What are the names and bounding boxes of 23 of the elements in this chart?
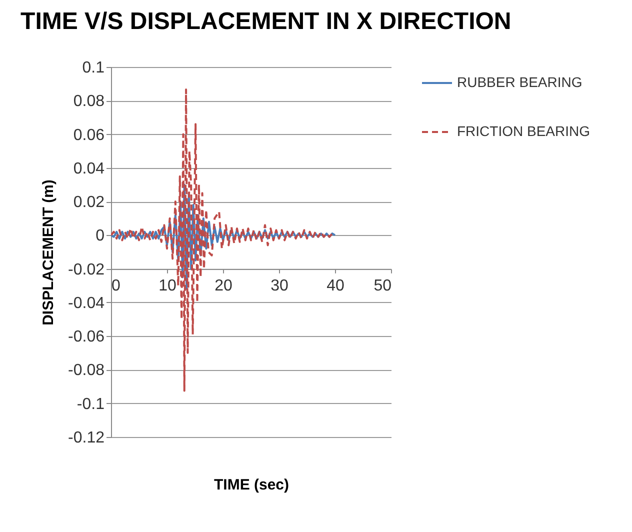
x-axis-title: TIME (sec) bbox=[214, 476, 290, 494]
legend-label: RUBBER BEARING bbox=[457, 74, 582, 90]
x-tick-label: 30 bbox=[270, 277, 288, 294]
y-axis-title: DISPLACEMENT (m) bbox=[40, 180, 58, 326]
y-tick-label: -0.12 bbox=[68, 430, 105, 446]
y-tick-label: -0.04 bbox=[68, 294, 105, 312]
y-tick-label: 0.1 bbox=[82, 60, 105, 76]
y-tick-label: -0.08 bbox=[68, 362, 105, 380]
x-tick-label: 10 bbox=[158, 277, 176, 294]
y-tick-label: -0.1 bbox=[76, 396, 105, 413]
chart-title: TIME V/S DISPLACEMENT IN X DIRECTION bbox=[20, 8, 512, 35]
y-tick-label: -0.02 bbox=[68, 261, 105, 278]
legend-label: FRICTION BEARING bbox=[457, 123, 590, 139]
x-tick-label: 0 bbox=[112, 277, 120, 294]
y-tick-label: 0.08 bbox=[73, 93, 105, 110]
y-tick-label: 0.06 bbox=[73, 126, 105, 144]
y-tick-label: 0.02 bbox=[73, 194, 105, 212]
y-tick-label: 0 bbox=[96, 228, 105, 245]
y-tick-label: 0.04 bbox=[73, 160, 105, 178]
y-tick-label: -0.06 bbox=[68, 328, 105, 346]
x-tick-label: 40 bbox=[326, 277, 344, 294]
x-tick-label: 50 bbox=[374, 277, 392, 294]
x-tick-label: 20 bbox=[214, 277, 232, 294]
